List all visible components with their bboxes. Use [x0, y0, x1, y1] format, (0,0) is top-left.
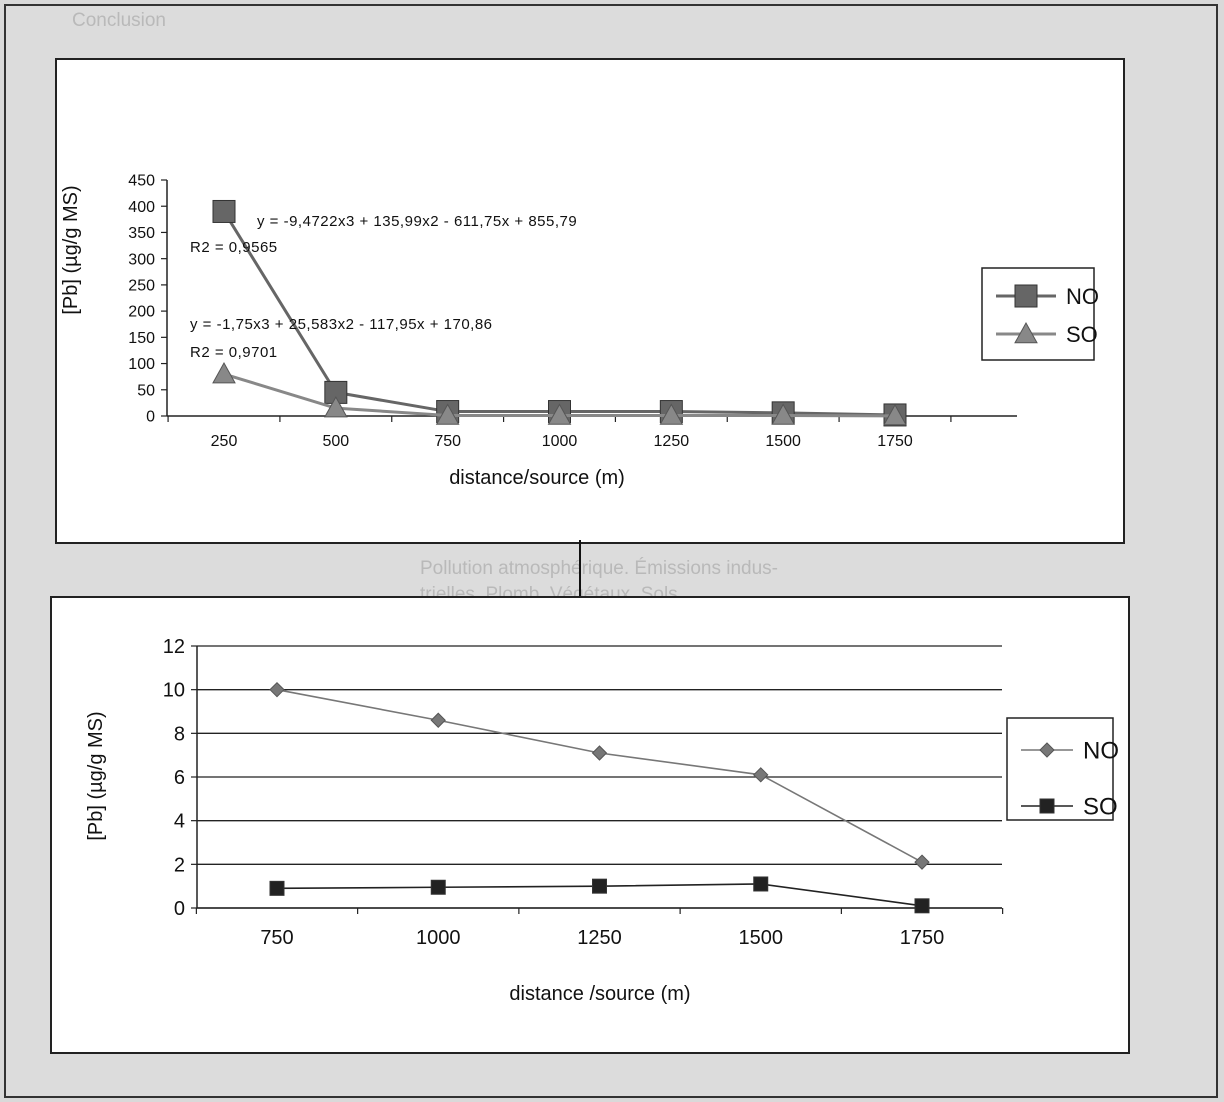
y-tick-label: 150 — [128, 330, 155, 347]
y-tick-label: 10 — [163, 680, 185, 702]
x-tick-label: 1750 — [877, 433, 913, 450]
equation-annotation: y = -1,75x3 + 25,583x2 - 117,95x + 170,8… — [190, 316, 493, 333]
top-chart: 0 50 100 150 200 250 300 350 400 450 250 500 750 1000… — [60, 173, 1099, 489]
data-point-so — [435, 403, 460, 425]
bottom-chart-panel: 0 2 4 6 8 10 12 750 1000 1250 1500 1750 distance /so… — [50, 596, 1130, 1054]
legend-box — [981, 267, 1095, 361]
y-tick-label: 250 — [128, 277, 155, 294]
x-axis-title: distance/source (m) — [449, 467, 625, 489]
legend-label: NO — [1083, 738, 1119, 765]
data-point-so — [592, 878, 607, 894]
data-point-no — [753, 767, 769, 783]
data-point-no — [430, 712, 446, 728]
x-tick-label: 1500 — [739, 927, 784, 949]
equation-annotation: y = -9,4722x3 + 135,99x2 - 611,75x + 855… — [257, 213, 577, 230]
y-tick-label: 300 — [128, 251, 155, 268]
x-tick-label: 1000 — [416, 927, 461, 949]
x-tick-label: 1500 — [765, 433, 801, 450]
background-text-line: Conclusion — [72, 10, 166, 31]
equation-annotation: R2 = 0,9701 — [190, 344, 278, 361]
y-tick-label: 6 — [174, 767, 185, 789]
y-tick-label: 0 — [146, 409, 155, 426]
data-point-so — [269, 880, 285, 896]
y-tick-label: 4 — [174, 811, 185, 833]
y-tick-label: 0 — [174, 898, 185, 920]
equation-annotation: R2 = 0,9565 — [190, 239, 278, 256]
data-point-so — [771, 403, 796, 425]
data-point-no — [914, 854, 930, 870]
x-tick-label: 750 — [434, 433, 461, 450]
x-tick-label: 500 — [322, 433, 349, 450]
legend-marker — [1039, 798, 1055, 814]
bottom-chart: 0 2 4 6 8 10 12 750 1000 1250 1500 1750 distance /so… — [85, 636, 1119, 1005]
y-tick-label: 350 — [128, 225, 155, 242]
data-point-no — [269, 681, 285, 698]
legend-label: SO — [1083, 794, 1118, 821]
legend-marker — [1014, 284, 1038, 308]
x-tick-label: 1250 — [577, 927, 622, 949]
y-axis-title: [Pb] (µg/g MS) — [60, 185, 82, 314]
data-point-so — [323, 396, 348, 418]
data-point-so — [659, 403, 684, 425]
x-tick-label: 1250 — [654, 433, 690, 450]
legend-marker — [1014, 321, 1038, 344]
series-line-no — [276, 688, 923, 863]
data-point-no — [591, 745, 608, 761]
data-point-so — [430, 879, 446, 895]
legend-box — [1006, 717, 1114, 821]
data-point-so — [753, 876, 769, 892]
background-text-line: Pollution atmosphérique. Émissions indus… — [420, 558, 779, 579]
data-point-so — [547, 403, 572, 425]
y-tick-label: 8 — [174, 723, 185, 745]
x-tick-label: 750 — [260, 927, 293, 949]
y-tick-label: 400 — [128, 199, 155, 216]
y-tick-label: 2 — [174, 854, 185, 876]
y-tick-label: 100 — [128, 356, 155, 373]
y-tick-label: 12 — [163, 636, 185, 658]
legend-marker — [1039, 742, 1055, 758]
y-tick-label: 450 — [128, 173, 155, 190]
top-chart-panel: 0 50 100 150 200 250 300 350 400 450 250 500 750 1000… — [55, 58, 1125, 544]
legend-label: SO — [1066, 322, 1098, 347]
y-tick-label: 200 — [128, 304, 155, 321]
x-axis-title: distance /source (m) — [509, 983, 690, 1005]
y-tick-label: 50 — [137, 382, 155, 399]
legend-label: NO — [1066, 284, 1099, 309]
y-axis-title: [Pb] (µg/g MS) — [85, 711, 107, 840]
data-point-so — [212, 362, 236, 384]
x-tick-label: 1750 — [900, 927, 945, 949]
x-tick-label: 250 — [211, 433, 238, 450]
data-point-so — [883, 403, 907, 426]
x-tick-label: 1000 — [542, 433, 578, 450]
data-point-so — [914, 898, 930, 914]
data-point-no — [212, 199, 236, 223]
